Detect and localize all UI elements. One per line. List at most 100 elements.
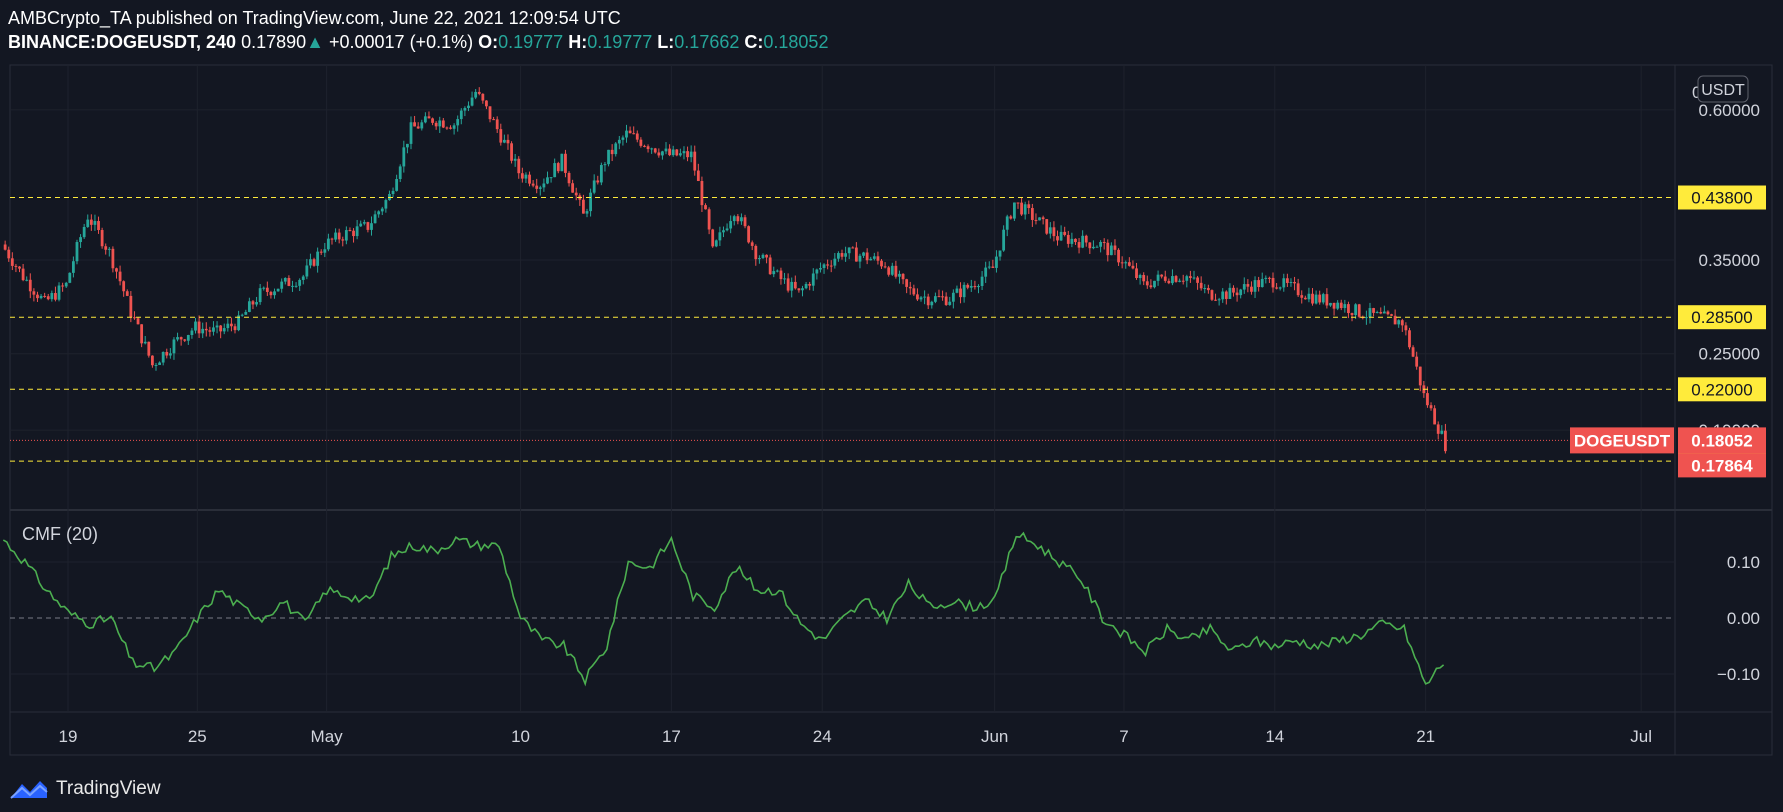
candle-body: [1214, 299, 1217, 301]
candle: [1099, 240, 1103, 253]
candle-body: [959, 288, 962, 298]
candle: [696, 163, 700, 182]
candle: [1375, 310, 1379, 314]
candle-body: [1436, 424, 1440, 434]
candle-body: [740, 217, 743, 222]
candle-body: [1063, 231, 1067, 235]
candle-body: [330, 238, 334, 240]
candle: [617, 135, 621, 150]
candle-body: [269, 291, 273, 296]
candle-body: [456, 119, 460, 126]
candle: [115, 267, 118, 279]
candle-body: [1271, 277, 1275, 288]
candle: [628, 126, 632, 134]
candle-body: [513, 158, 517, 161]
currency-badge: [1697, 75, 1749, 103]
candle: [28, 273, 32, 299]
candle-body: [380, 208, 384, 212]
candle: [438, 116, 442, 133]
candle: [1174, 274, 1178, 283]
candle: [1002, 225, 1006, 252]
candle-body: [560, 153, 564, 172]
candle: [1070, 232, 1074, 248]
candle: [775, 269, 779, 273]
candle-body: [190, 330, 194, 336]
candle-body: [815, 269, 819, 274]
candle: [499, 123, 503, 146]
candle-body: [1339, 302, 1343, 309]
candle: [1415, 351, 1419, 370]
candle-body: [1127, 262, 1131, 266]
candle: [977, 284, 980, 294]
candle: [969, 279, 973, 292]
candle: [1109, 242, 1113, 256]
candle: [1382, 305, 1386, 314]
candle-body: [553, 163, 557, 178]
symbol-tag-label: DOGEUSDT: [1574, 431, 1671, 450]
candle: [57, 282, 61, 302]
candle-body: [1156, 274, 1160, 281]
candle: [1250, 281, 1253, 295]
candle-body: [445, 127, 449, 129]
candle-body: [639, 139, 643, 146]
candle-body: [524, 174, 528, 179]
candle: [761, 253, 765, 260]
cmf-title: CMF (20): [22, 524, 98, 544]
candle-body: [1332, 302, 1336, 309]
candle: [1271, 272, 1275, 293]
candle: [923, 290, 927, 305]
candle: [754, 244, 758, 266]
candle: [869, 256, 873, 261]
candle-body: [265, 287, 269, 292]
candle-body: [1066, 234, 1070, 244]
candle: [815, 268, 819, 280]
candle: [887, 265, 891, 277]
candle: [1408, 327, 1411, 350]
symbol-line: BINANCE:DOGEUSDT, 240 0.17890▲ +0.00017 …: [8, 30, 828, 54]
candle-body: [1393, 315, 1397, 325]
candle: [111, 246, 115, 273]
candle-body: [1117, 249, 1120, 263]
candle-body: [768, 257, 772, 275]
candle-body: [1444, 430, 1447, 452]
candle-body: [413, 122, 416, 127]
candle: [1242, 277, 1246, 294]
candle: [1127, 257, 1131, 267]
candle: [71, 256, 75, 278]
candle: [639, 137, 643, 148]
candle-body: [158, 362, 161, 366]
open-label: O:: [478, 32, 499, 52]
candle-body: [319, 251, 323, 253]
candle-body: [125, 291, 129, 296]
candle: [790, 277, 794, 298]
candle: [161, 351, 165, 366]
candle: [176, 332, 179, 342]
candle-body: [610, 149, 614, 155]
candle-body: [208, 330, 212, 332]
candle-body: [1296, 283, 1300, 296]
candle-body: [707, 209, 711, 230]
candle: [18, 266, 21, 273]
candle-body: [704, 205, 707, 210]
candle: [312, 257, 316, 267]
candle: [179, 336, 183, 346]
candle-body: [1048, 227, 1052, 234]
candle-body: [463, 108, 467, 111]
candle: [1038, 217, 1041, 221]
candle-body: [783, 278, 786, 280]
candle: [531, 180, 535, 188]
candle: [607, 149, 610, 167]
candle: [406, 143, 409, 154]
candle: [10, 252, 14, 271]
candle-body: [212, 327, 215, 332]
candle: [732, 214, 736, 226]
candle: [258, 284, 262, 305]
candle: [1390, 313, 1393, 317]
candle: [1214, 293, 1217, 301]
candle-body: [1372, 308, 1375, 313]
candle-body: [1307, 293, 1311, 300]
candle-body: [1440, 430, 1444, 434]
candle-body: [912, 288, 916, 295]
candle-body: [1124, 262, 1128, 264]
